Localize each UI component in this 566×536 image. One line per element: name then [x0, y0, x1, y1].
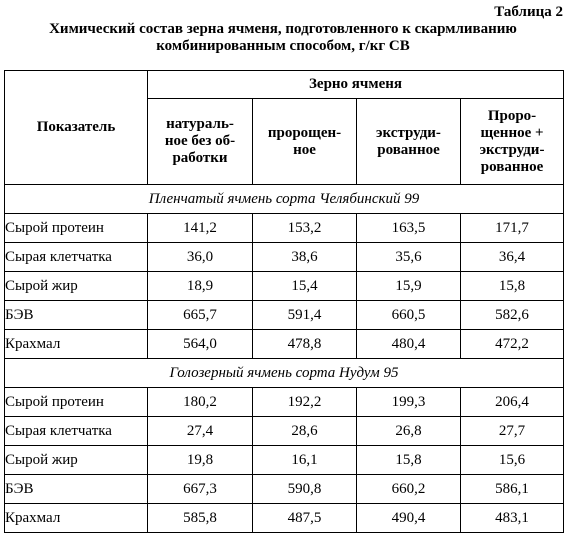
cell-value: 171,7 [459, 213, 565, 243]
header-col-untreated-line: ное без об- [164, 133, 236, 149]
cell-value: 665,7 [147, 300, 253, 330]
table-row: БЭВ 665,7 591,4 660,5 582,6 [4, 300, 565, 330]
table-row: Сырой протеин 141,2 153,2 163,5 171,7 [4, 213, 565, 243]
cell-value: 206,4 [459, 387, 565, 417]
table-row: Крахмал 564,0 478,8 480,4 472,2 [4, 329, 565, 359]
cell-value: 487,5 [252, 503, 357, 533]
row-label: Сырая клетчатка [4, 242, 148, 272]
cell-value: 591,4 [252, 300, 357, 330]
row-label: Сырой протеин [4, 387, 148, 417]
cell-value: 38,6 [252, 242, 357, 272]
cell-value: 15,8 [356, 445, 461, 475]
cell-value: 153,2 [252, 213, 357, 243]
cell-value: 15,9 [356, 271, 461, 301]
cell-value: 36,0 [147, 242, 253, 272]
cell-value: 35,6 [356, 242, 461, 272]
header-col-extruded-line: рованное [377, 141, 440, 158]
cell-value: 582,6 [459, 300, 565, 330]
section-title: Пленчатый ячмень сорта Челябинский 99 [3, 184, 565, 214]
cell-value: 27,7 [459, 416, 565, 446]
header-col-sprouted-line: пророщен- [267, 124, 342, 141]
cell-value: 28,6 [252, 416, 357, 446]
cell-value: 163,5 [356, 213, 461, 243]
row-label: Сырая клетчатка [4, 416, 148, 446]
cell-value: 15,6 [459, 445, 565, 475]
table-row: Сырая клетчатка 36,0 38,6 35,6 36,4 [4, 242, 565, 272]
header-col-sprouted-extruded-line: щенное + [480, 124, 544, 141]
cell-value: 199,3 [356, 387, 461, 417]
cell-value: 15,8 [459, 271, 565, 301]
cell-value: 590,8 [252, 474, 357, 504]
cell-value: 18,9 [147, 271, 253, 301]
cell-value: 660,5 [356, 300, 461, 330]
table-number: Таблица 2 [494, 4, 563, 20]
section-title-row: Пленчатый ячмень сорта Челябинский 99 [3, 184, 565, 214]
cell-value: 27,4 [147, 416, 253, 446]
header-col-extruded-line: экструди- [376, 124, 441, 141]
row-label: БЭВ [4, 300, 148, 330]
cell-value: 586,1 [459, 474, 565, 504]
header-col-sprouted-extruded-line: рованное [480, 158, 544, 175]
cell-value: 26,8 [356, 416, 461, 446]
table-row: Сырой жир 19,8 16,1 15,8 15,6 [4, 445, 565, 475]
header-col-sprouted-extruded-line: экструди- [479, 141, 545, 158]
cell-value: 490,4 [356, 503, 461, 533]
row-label: Сырой протеин [4, 213, 148, 243]
cell-value: 564,0 [147, 329, 253, 359]
composition-table: Показатель Зерно ячменя натураль- ное бе… [3, 70, 565, 533]
section-title-row: Голозерный ячмень сорта Нудум 95 [3, 358, 565, 388]
cell-value: 15,4 [252, 271, 357, 301]
cell-value: 192,2 [252, 387, 357, 417]
table-row: БЭВ 667,3 590,8 660,2 586,1 [4, 474, 565, 504]
table-row: Сырой протеин 180,2 192,2 199,3 206,4 [4, 387, 565, 417]
cell-value: 483,1 [459, 503, 565, 533]
table-row: Крахмал 585,8 487,5 490,4 483,1 [4, 503, 565, 533]
table-caption: Химический состав зерна ячменя, подготов… [0, 21, 566, 55]
cell-value: 585,8 [147, 503, 253, 533]
row-label: Сырой жир [4, 271, 148, 301]
header-col-untreated: натураль- ное без об- работки [147, 98, 253, 185]
cell-value: 472,2 [459, 329, 565, 359]
section-title: Голозерный ячмень сорта Нудум 95 [3, 358, 565, 388]
cell-value: 141,2 [147, 213, 253, 243]
cell-value: 16,1 [252, 445, 357, 475]
cell-value: 480,4 [356, 329, 461, 359]
header-indicator: Показатель [4, 70, 148, 185]
cell-value: 660,2 [356, 474, 461, 504]
table-row: Сырой жир 18,9 15,4 15,9 15,8 [4, 271, 565, 301]
header-col-sprouted-line: ное [293, 141, 316, 158]
cell-value: 36,4 [459, 242, 565, 272]
header-col-sprouted: пророщен- ное [252, 98, 357, 185]
caption-line-2: комбинированным способом, г/кг СВ [156, 38, 410, 54]
row-label: Сырой жир [4, 445, 148, 475]
header-col-untreated-line: работки [172, 150, 228, 166]
row-label: БЭВ [4, 474, 148, 504]
header-col-sprouted-extruded: Проро- щенное + экструди- рованное [459, 98, 565, 185]
header-col-extruded: экструди- рованное [356, 98, 461, 185]
header-barley-grain: Зерно ячменя [146, 70, 565, 99]
cell-value: 667,3 [147, 474, 253, 504]
header-col-untreated-line: натураль- [166, 116, 234, 132]
cell-value: 19,8 [147, 445, 253, 475]
table-row: Сырая клетчатка 27,4 28,6 26,8 27,7 [4, 416, 565, 446]
row-label: Крахмал [4, 503, 148, 533]
cell-value: 180,2 [147, 387, 253, 417]
row-label: Крахмал [4, 329, 148, 359]
header-col-sprouted-extruded-line: Проро- [487, 107, 537, 124]
cell-value: 478,8 [252, 329, 357, 359]
caption-line-1: Химический состав зерна ячменя, подготов… [49, 21, 517, 37]
